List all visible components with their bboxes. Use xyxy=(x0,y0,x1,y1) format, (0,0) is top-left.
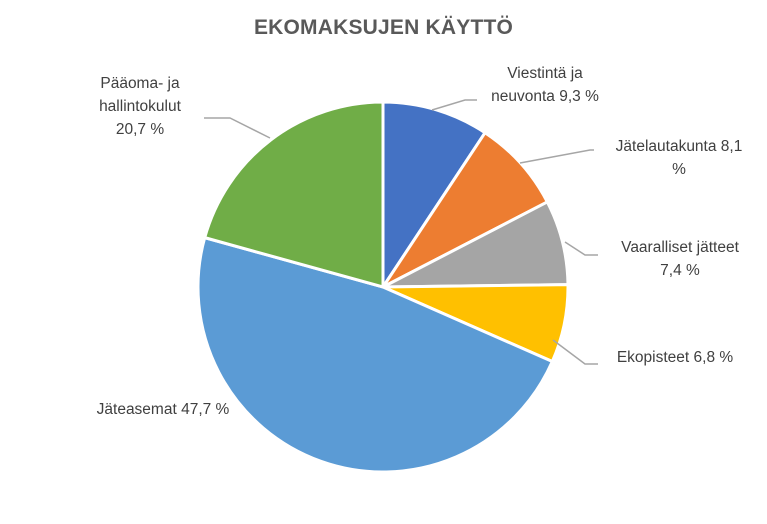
label-line: neuvonta 9,3 % xyxy=(491,88,599,105)
leader-line xyxy=(204,117,271,139)
leader-line xyxy=(519,149,594,164)
slice-jateasemat xyxy=(196,236,554,474)
label-vaaralliset: Vaaralliset jätteet 7,4 % xyxy=(600,236,760,282)
slice-viestinta xyxy=(381,100,487,289)
leader-line xyxy=(431,99,477,111)
label-line: hallintokulut xyxy=(99,98,181,115)
label-line: % xyxy=(672,161,686,178)
label-line: 20,7 % xyxy=(115,121,165,138)
chart-title: EKOMAKSUJEN KÄYTTÖ xyxy=(253,16,514,39)
label-line: Jäteasemat 47,7 % xyxy=(96,401,230,418)
label-paaoma: Pääoma- ja hallintokulut 20,7 % xyxy=(75,72,205,141)
label-line: Vaaralliset jätteet xyxy=(621,239,739,256)
label-jatelautakunta: Jätelautakunta 8,1 % xyxy=(594,135,764,181)
leader-line xyxy=(564,241,598,256)
label-viestinta: Viestintä ja neuvonta 9,3 % xyxy=(470,62,620,108)
label-line: Viestintä ja xyxy=(507,65,583,82)
label-line: Pääoma- ja xyxy=(100,75,180,92)
leader-line xyxy=(552,339,598,365)
label-jateasemat: Jäteasemat 47,7 % xyxy=(78,398,248,421)
label-ekopisteet: Ekopisteet 6,8 % xyxy=(600,346,750,369)
label-line: Ekopisteet 6,8 % xyxy=(616,349,734,366)
label-line: Jätelautakunta 8,1 xyxy=(615,138,743,155)
slice-paaoma xyxy=(203,100,385,289)
label-line: 7,4 % xyxy=(660,262,700,279)
